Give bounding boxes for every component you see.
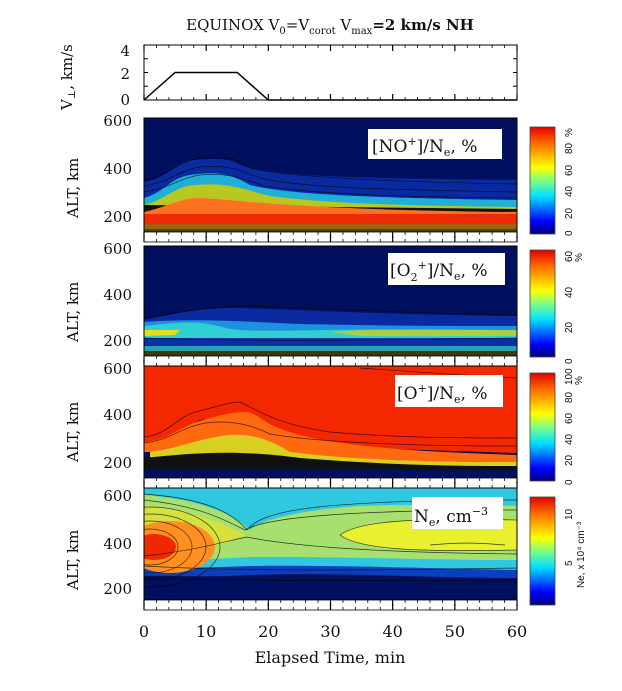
o-cb-60: 60 [564, 412, 575, 424]
x-tick-labels: 0 10 20 30 40 50 60 [139, 622, 527, 641]
o2-contour-lines [144, 305, 517, 341]
o-contour-orange [144, 412, 517, 462]
velocity-line [143, 71, 517, 101]
o-cb-0: 0 [564, 479, 575, 485]
ne-ytick-400: 400 [103, 535, 132, 553]
o2-cb-unit: % [574, 253, 585, 262]
o2-ytick-600: 600 [103, 240, 132, 258]
o-ytick-400: 400 [103, 406, 132, 424]
no-colorbar [529, 126, 556, 235]
velocity-panel: 4 2 0 V⊥, km/s [58, 42, 518, 111]
ne-label-box [412, 497, 503, 529]
ne-xticks [143, 600, 518, 610]
o2-contour-peak-left [144, 330, 180, 336]
o-ytick-200: 200 [103, 454, 132, 472]
no-ylabel: ALT, km [64, 158, 82, 219]
no-cb-40: 40 [564, 185, 575, 197]
o2-ytick-200: 200 [103, 332, 132, 350]
o2-cb-0: 0 [564, 358, 575, 364]
o-ytick-600: 600 [103, 360, 132, 378]
ne-ytick-200: 200 [103, 580, 132, 598]
no-label: [NO+]/Ne, % [372, 135, 477, 159]
o2-cb-20: 20 [564, 321, 575, 333]
chart-title: EQUINOX V0=Vcorot Vmax=2 km/s NH [186, 16, 474, 37]
vtick-0: 0 [120, 91, 130, 109]
o-cb-100: 100 [564, 368, 575, 385]
x-tick-label: 50 [445, 622, 465, 641]
o2-contour-lower [144, 338, 517, 346]
o-colorbar [529, 372, 556, 482]
ne-cb-5: 5 [564, 560, 575, 566]
ne-ylabel: ALT, km [64, 530, 82, 591]
no-cb-20: 20 [564, 207, 575, 219]
no-cb-60: 60 [564, 164, 575, 176]
no-contour-lines [144, 157, 517, 199]
no-contour-low [144, 224, 517, 229]
o-cb-20: 20 [564, 454, 575, 466]
o2-cb-40: 40 [564, 286, 575, 298]
ne-contour-orange [144, 521, 215, 573]
o-cb-40: 40 [564, 433, 575, 445]
o2-contour-low [144, 346, 517, 351]
o-plus-panel: [O+]/Ne, % 600 400 200 ALT, km 0 20 40 6… [64, 360, 585, 489]
o2-contour-peak-right [330, 329, 517, 336]
o2-label: [O2+]/Ne, % [390, 259, 488, 284]
o2-ylabel: ALT, km [64, 282, 82, 343]
ne-panel: Ne, cm−3 600 400 200 ALT, km 5 10 Ne, x … [64, 487, 587, 611]
no-ytick-400: 400 [103, 160, 132, 178]
velocity-ticks [143, 45, 518, 100]
x-tick-label: 60 [507, 622, 527, 641]
ne-label: Ne, cm−3 [414, 505, 488, 529]
vtick-2: 2 [120, 65, 130, 83]
no-cb-0: 0 [564, 230, 575, 236]
o2-label-box [388, 253, 505, 285]
x-tick-label: 40 [382, 622, 402, 641]
o2-plus-panel: [O2+]/Ne, % 600 400 200 ALT, km 0 20 40 … [64, 240, 585, 367]
no-ytick-200: 200 [103, 208, 132, 226]
o-xticks [143, 478, 518, 488]
ne-ytick-600: 600 [103, 487, 132, 505]
ne-contour-peak [144, 534, 176, 560]
no-contour-bottom [144, 229, 517, 232]
velocity-ylabel: V⊥, km/s [58, 44, 78, 111]
x-tick-label: 10 [196, 622, 216, 641]
o-label: [O+]/Ne, % [397, 382, 488, 406]
no-label-box [368, 129, 502, 159]
ne-cb-10: 10 [564, 508, 575, 520]
no-ytick-600: 600 [103, 112, 132, 130]
ne-contour-lines [144, 493, 517, 588]
ne-colorbar [529, 496, 556, 606]
o2-colorbar [529, 249, 556, 358]
x-tick-label: 30 [320, 622, 340, 641]
no-cb-unit: % [564, 128, 575, 137]
o-contour-dark [144, 452, 517, 470]
x-tick-label: 0 [139, 622, 149, 641]
no-plus-panel: [NO+]/Ne, % 600 400 200 ALT, km 0 20 40 … [64, 112, 575, 243]
o-label-box [395, 375, 503, 407]
o2-ytick-400: 400 [103, 286, 132, 304]
o-ylabel: ALT, km [64, 402, 82, 463]
no-contour-red [144, 214, 517, 224]
x-axis-label: Elapsed Time, min [255, 648, 406, 667]
ne-cb-unit: Ne, x 10⁴ cm⁻³ [576, 521, 587, 588]
o2-cb-60: 60 [564, 250, 575, 262]
no-cb-80: 80 [564, 142, 575, 154]
o-cb-80: 80 [564, 391, 575, 403]
o2-contour-bottom [144, 351, 517, 356]
vtick-4: 4 [120, 42, 130, 60]
x-tick-label: 20 [258, 622, 278, 641]
no-xticks [143, 232, 518, 242]
o-cb-unit: % [574, 376, 585, 385]
